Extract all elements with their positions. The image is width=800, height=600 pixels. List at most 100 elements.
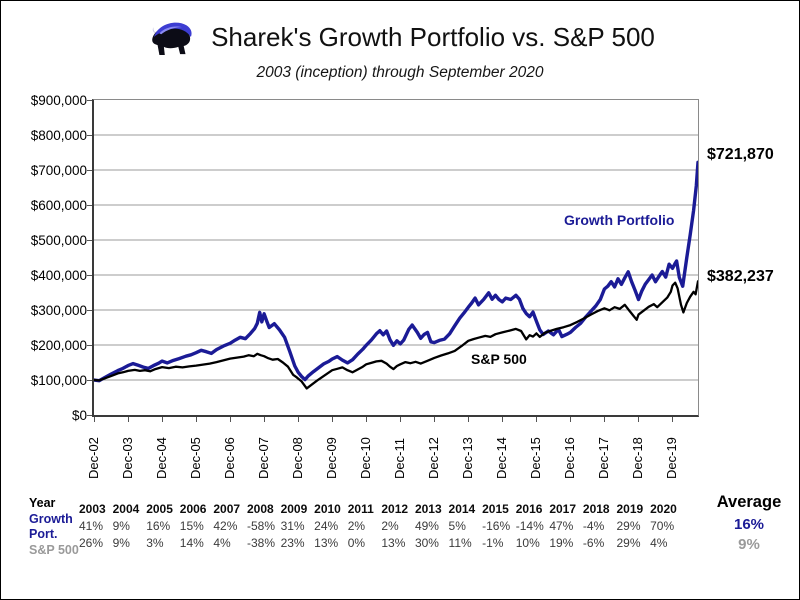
y-axis-label: $400,000	[30, 268, 87, 283]
x-axis-label: Dec-14	[494, 437, 510, 479]
page-title: Sharek's Growth Portfolio vs. S&P 500	[211, 21, 655, 52]
sp500-return: 23%	[280, 536, 305, 550]
x-axis-label: Dec-04	[154, 437, 170, 479]
sp500-return: -38%	[246, 536, 275, 550]
year-column-2016: 2016 -14% 10%	[516, 501, 550, 552]
year-header: 2004	[112, 502, 140, 516]
x-tick-mark	[161, 417, 164, 422]
growth-return: -58%	[246, 519, 275, 533]
sp500-return: -6%	[582, 536, 605, 550]
y-axis-label: $100,000	[30, 373, 87, 388]
x-tick-mark	[433, 417, 436, 422]
row-label-sp500: S&P 500	[29, 542, 79, 557]
growth-return: -14%	[515, 519, 544, 533]
growth-return: 16%	[146, 519, 171, 533]
sp500-return: 3%	[146, 536, 164, 550]
sp500-return: 11%	[448, 536, 472, 550]
y-axis-label: $900,000	[30, 93, 87, 108]
growth-return: 9%	[112, 519, 130, 533]
annual-returns-table: 2003 41% 26% 2004 9% 9% 2005 16% 3% 2006 15% 14% 200…	[79, 501, 684, 552]
y-axis-label: $200,000	[30, 338, 87, 353]
y-axis-label: $700,000	[30, 163, 87, 178]
year-column-2009: 2009 31% 23%	[281, 501, 315, 552]
y-axis-label: $300,000	[30, 303, 87, 318]
sp500-return: 14%	[179, 536, 204, 550]
growth-return: 49%	[414, 519, 439, 533]
x-tick-mark	[637, 417, 640, 422]
growth-return: 47%	[549, 519, 574, 533]
year-column-2015: 2015 -16% -1%	[482, 501, 516, 552]
year-column-2017: 2017 47% 19%	[549, 501, 583, 552]
year-header: 2019	[616, 502, 644, 516]
x-axis-label: Dec-18	[630, 437, 646, 479]
year-header: 2020	[650, 502, 677, 516]
year-column-2018: 2018 -4% -6%	[583, 501, 617, 552]
growth-series-label: Growth Portfolio	[564, 212, 675, 228]
sp500-return: 19%	[549, 536, 574, 550]
x-axis-label: Dec-05	[188, 437, 204, 479]
y-axis-label: $800,000	[30, 128, 87, 143]
year-column-2019: 2019 29% 29%	[617, 501, 651, 552]
x-tick-mark	[195, 417, 198, 422]
year-column-2005: 2005 16% 3%	[146, 501, 180, 552]
year-column-2011: 2011 2% 0%	[348, 501, 382, 552]
year-column-2013: 2013 49% 30%	[415, 501, 449, 552]
year-header: 2017	[549, 502, 577, 516]
buffalo-logo	[152, 22, 192, 55]
year-column-2020: 2020 70% 4%	[650, 501, 684, 552]
row-label-year: Year	[29, 496, 56, 510]
sp500-line	[94, 280, 698, 390]
sp500-return: 29%	[616, 536, 641, 550]
growth-return: 31%	[280, 519, 305, 533]
y-tick-mark	[87, 344, 92, 346]
year-header: 2008	[246, 502, 274, 516]
year-header: 2016	[515, 502, 543, 516]
sp500-return: -1%	[482, 536, 504, 550]
y-tick-mark	[87, 239, 92, 241]
x-tick-mark	[399, 417, 402, 422]
y-tick-mark	[87, 204, 92, 206]
x-tick-mark	[535, 417, 538, 422]
average-sp500-value: 9%	[738, 536, 760, 553]
y-tick-mark	[87, 134, 92, 136]
x-axis-label: Dec-17	[596, 437, 612, 479]
x-tick-mark	[467, 417, 470, 422]
growth-end-value: $721,870	[707, 146, 774, 163]
x-axis-label: Dec-07	[256, 437, 272, 479]
sp500-return: 26%	[79, 536, 104, 550]
sp500-end-value: $382,237	[707, 268, 774, 285]
year-header: 2007	[213, 502, 241, 516]
x-tick-mark	[297, 417, 300, 422]
x-axis-label: Dec-15	[528, 437, 544, 479]
year-column-2008: 2008 -58% -38%	[247, 501, 281, 552]
year-header: 2005	[146, 502, 173, 516]
x-tick-mark	[365, 417, 368, 422]
growth-return: -16%	[482, 519, 511, 533]
growth-return: 24%	[314, 519, 339, 533]
sp500-return: 9%	[112, 536, 130, 550]
average-block: Average 16% 9%	[702, 493, 796, 553]
chart-plot-area	[92, 99, 699, 417]
header: Sharek's Growth Portfolio vs. S&P 500 20…	[1, 15, 799, 82]
x-tick-mark	[501, 417, 504, 422]
year-header: 2014	[448, 502, 476, 516]
x-tick-mark	[127, 417, 130, 422]
x-axis-label: Dec-06	[222, 437, 238, 479]
y-axis-label: $500,000	[30, 233, 87, 248]
year-column-2007: 2007 42% 4%	[213, 501, 247, 552]
x-tick-mark	[671, 417, 674, 422]
chart-series-svg	[94, 134, 698, 390]
sp500-return: 4%	[650, 536, 668, 550]
x-axis-label: Dec-02	[86, 437, 101, 479]
x-tick-mark	[603, 417, 606, 422]
sp500-return: 0%	[347, 536, 366, 550]
sp500-return: 13%	[314, 536, 339, 550]
x-tick-mark	[93, 417, 95, 422]
growth-return: -4%	[582, 519, 605, 533]
sp500-return: 13%	[381, 536, 406, 550]
year-column-2014: 2014 5% 11%	[449, 501, 483, 552]
year-column-2006: 2006 15% 14%	[180, 501, 214, 552]
average-growth-value: 16%	[733, 516, 765, 533]
year-column-2004: 2004 9% 9%	[113, 501, 147, 552]
